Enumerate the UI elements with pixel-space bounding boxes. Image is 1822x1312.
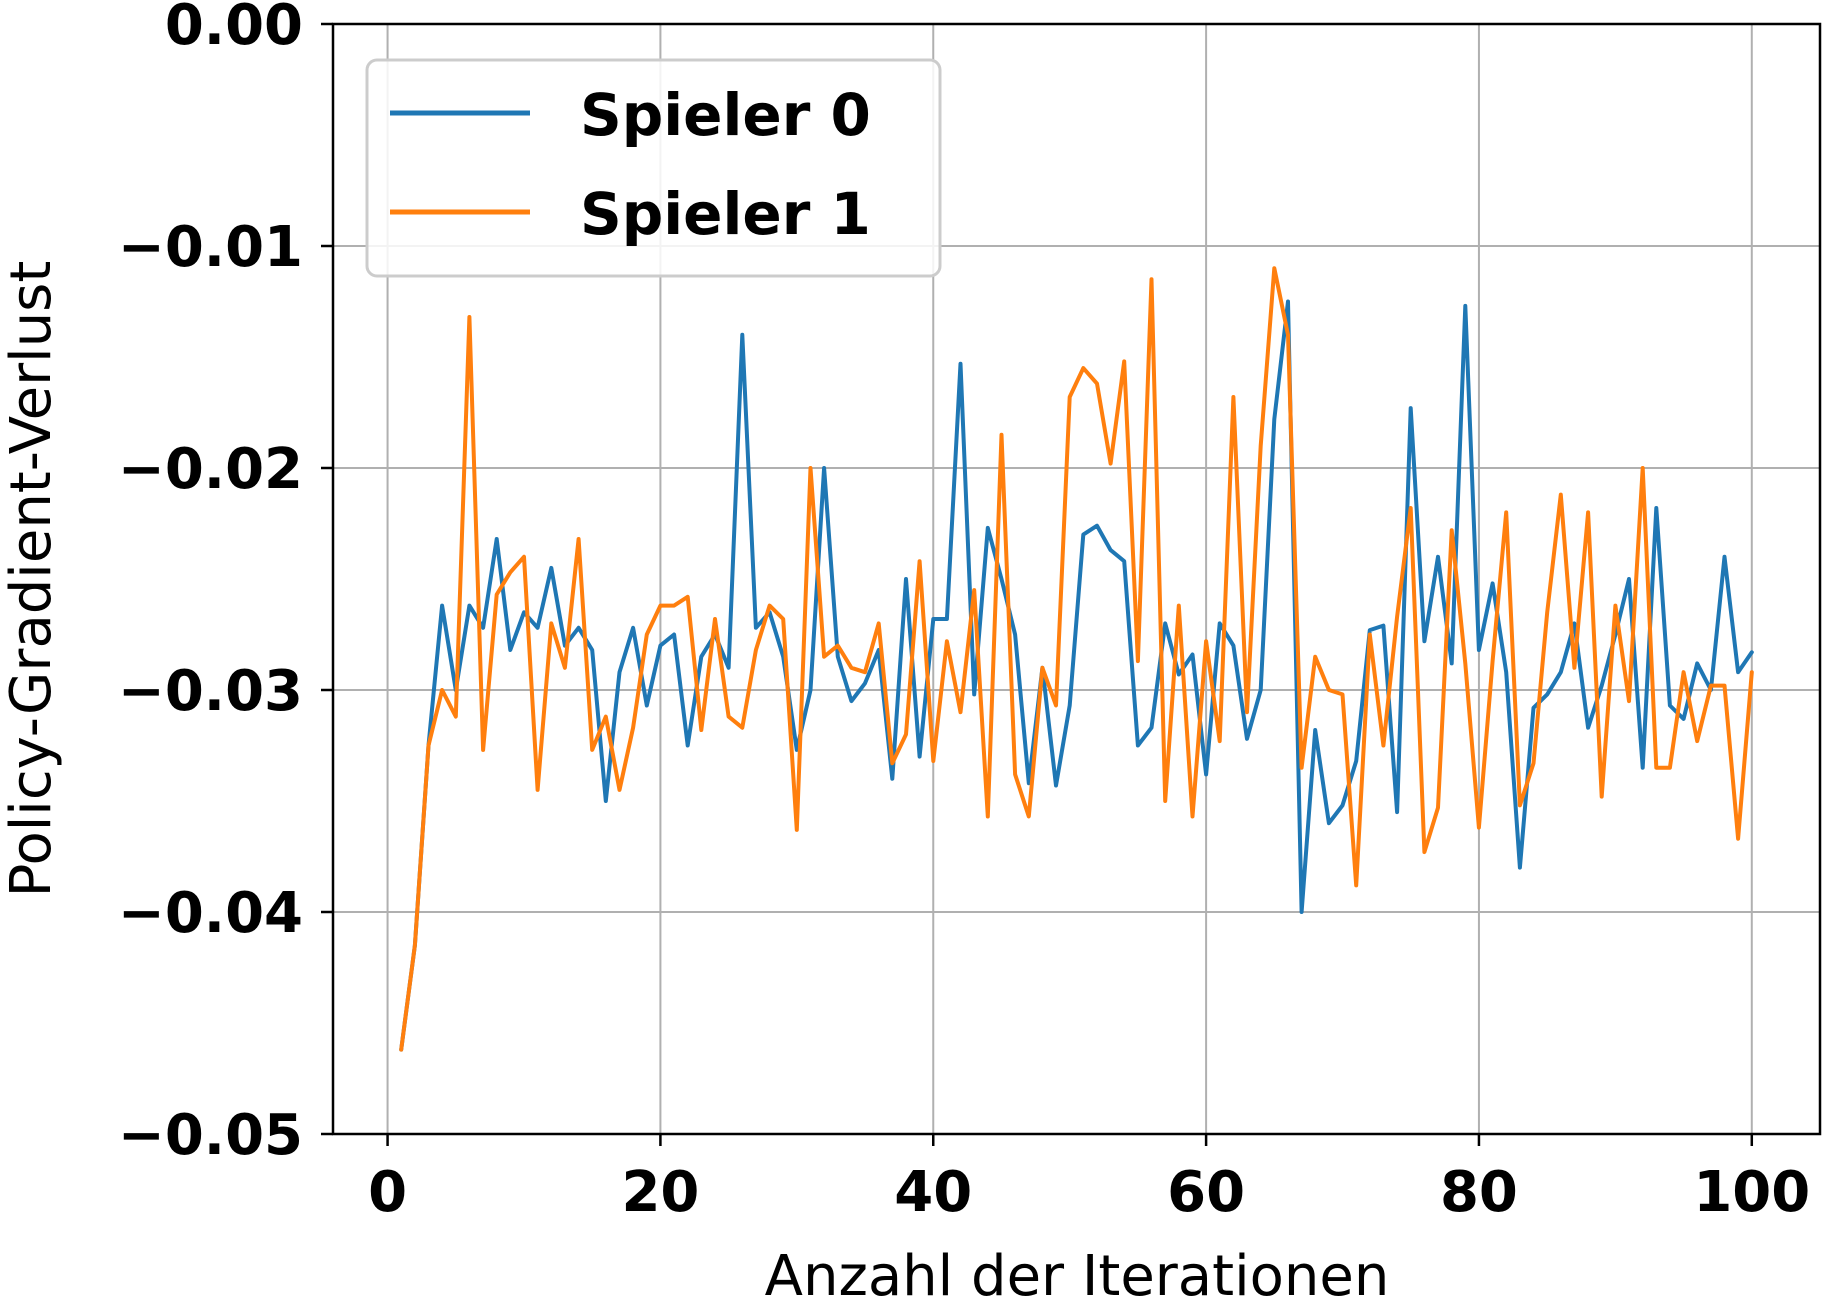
x-axis-label: Anzahl der Iterationen xyxy=(765,1244,1390,1309)
legend-label-spieler-0: Spieler 0 xyxy=(580,81,871,149)
y-tick-label: −0.01 xyxy=(118,215,303,280)
y-tick-label: −0.03 xyxy=(118,659,303,724)
plot-frame xyxy=(331,22,1822,1136)
legend: Spieler 0 Spieler 1 xyxy=(365,58,942,278)
x-tick-label: 80 xyxy=(1440,1160,1518,1225)
x-tick-label: 20 xyxy=(621,1160,699,1225)
y-tick-label: −0.04 xyxy=(118,881,303,946)
x-tick-label: 40 xyxy=(894,1160,972,1225)
y-tick-label: −0.05 xyxy=(118,1103,303,1168)
series-line-spieler-1 xyxy=(399,266,1754,1052)
series-line-spieler-0 xyxy=(399,299,1754,1052)
legend-label-spieler-1: Spieler 1 xyxy=(580,180,871,248)
x-tick-label: 100 xyxy=(1693,1160,1810,1225)
x-tick-label: 60 xyxy=(1167,1160,1245,1225)
y-tick-label: 0.00 xyxy=(165,0,303,58)
x-tick-label: 0 xyxy=(368,1160,407,1225)
y-axis-label: Policy-Gradient-Verlust xyxy=(0,261,64,898)
axis-ticks: 0 20 40 60 80 100 0.00 −0.01 −0.02 −0.03 −0.04 −0.0… xyxy=(118,0,1810,1225)
y-tick-label: −0.02 xyxy=(118,437,303,502)
series-group xyxy=(399,266,1754,1052)
